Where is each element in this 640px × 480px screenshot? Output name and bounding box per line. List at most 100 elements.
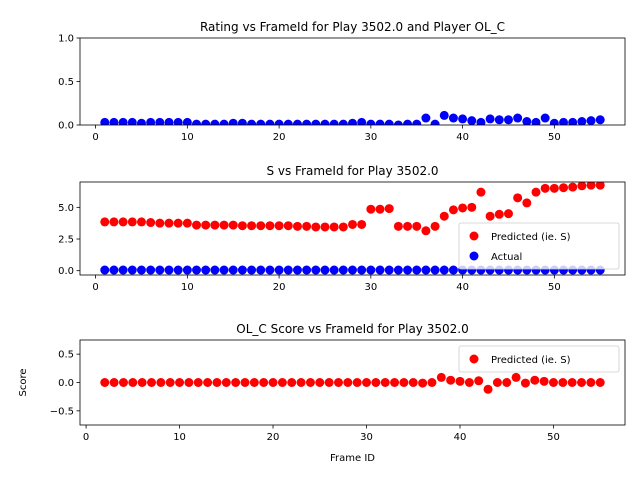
data-point — [201, 265, 211, 275]
data-point — [192, 265, 202, 275]
data-point — [192, 220, 202, 230]
data-point — [522, 198, 532, 208]
y-axis-label: Score — [18, 368, 29, 396]
data-point — [283, 265, 293, 275]
data-point — [146, 117, 156, 125]
data-point — [520, 378, 530, 388]
x-tick-label: 40 — [456, 132, 469, 143]
data-point — [136, 217, 146, 227]
data-point — [265, 221, 275, 231]
legend: Predicted (ie. S) Actual — [458, 222, 620, 270]
y-tick-label: 5.0 — [58, 203, 74, 214]
data-point — [320, 119, 330, 125]
data-point — [586, 116, 596, 125]
x-tick-label: 50 — [547, 432, 560, 443]
y-tick-label: 1.0 — [58, 34, 74, 45]
data-point — [586, 182, 596, 190]
data-point — [375, 265, 385, 275]
legend-marker — [469, 231, 479, 241]
data-point — [586, 378, 596, 387]
data-point — [329, 119, 339, 125]
data-point — [315, 378, 325, 387]
data-point — [128, 378, 138, 387]
data-point — [418, 378, 428, 388]
data-point — [147, 378, 157, 387]
data-point — [127, 217, 137, 227]
x-tick-label: 50 — [548, 282, 561, 293]
data-point — [182, 265, 192, 275]
data-point — [100, 217, 110, 227]
data-point — [568, 117, 578, 125]
data-point — [595, 182, 605, 190]
legend: Predicted (ie. S) — [458, 345, 620, 373]
data-point — [430, 265, 440, 275]
data-point — [448, 113, 458, 123]
legend-frame — [458, 345, 620, 373]
data-point — [539, 376, 549, 386]
data-point — [247, 265, 257, 275]
data-point — [559, 183, 569, 193]
axes-frame — [79, 181, 626, 276]
data-point — [393, 265, 403, 275]
data-point — [446, 375, 456, 385]
data-point — [399, 378, 409, 387]
data-point — [357, 219, 367, 229]
data-point — [302, 119, 312, 125]
data-point — [343, 378, 353, 387]
data-point — [240, 378, 250, 387]
legend-marker — [469, 251, 479, 261]
data-point — [100, 117, 110, 125]
legend-marker — [469, 354, 479, 364]
data-point — [333, 378, 343, 387]
data-point — [100, 378, 110, 387]
data-point — [362, 378, 372, 387]
data-point — [338, 222, 348, 232]
data-point — [287, 378, 297, 387]
data-point — [311, 222, 321, 232]
data-point — [283, 221, 293, 231]
data-point — [164, 218, 174, 228]
data-point — [421, 265, 431, 275]
data-point — [100, 265, 110, 275]
data-point — [476, 117, 486, 125]
data-point — [274, 221, 284, 231]
data-point — [455, 376, 465, 386]
data-point — [540, 183, 550, 193]
data-point — [549, 183, 559, 193]
data-point — [182, 117, 192, 125]
data-point — [503, 209, 513, 219]
data-point — [118, 117, 128, 125]
data-point — [201, 119, 211, 125]
y-tick-label: 0.0 — [58, 121, 74, 132]
data-point — [531, 117, 541, 125]
data-point — [357, 117, 367, 125]
data-point — [219, 119, 229, 125]
data-point — [165, 378, 175, 387]
data-point — [320, 222, 330, 232]
data-point — [352, 378, 362, 387]
x-axis-label: Frame ID — [330, 453, 375, 464]
data-point — [476, 187, 486, 197]
data-point — [210, 265, 220, 275]
data-point — [439, 211, 449, 221]
data-point — [212, 378, 222, 387]
data-point — [118, 378, 128, 387]
data-point — [467, 202, 477, 212]
data-point — [247, 221, 257, 231]
x-tick-label: 20 — [273, 282, 286, 293]
data-point — [421, 113, 431, 123]
data-point — [448, 205, 458, 215]
data-point — [366, 265, 376, 275]
data-point — [338, 119, 348, 125]
data-point — [210, 119, 220, 125]
data-point — [549, 118, 559, 125]
data-point — [274, 119, 284, 125]
data-point — [348, 118, 357, 125]
data-point — [390, 378, 400, 387]
data-point — [237, 118, 247, 125]
data-point — [175, 378, 185, 387]
data-point — [256, 265, 266, 275]
data-point — [502, 378, 512, 387]
data-point — [237, 265, 247, 275]
